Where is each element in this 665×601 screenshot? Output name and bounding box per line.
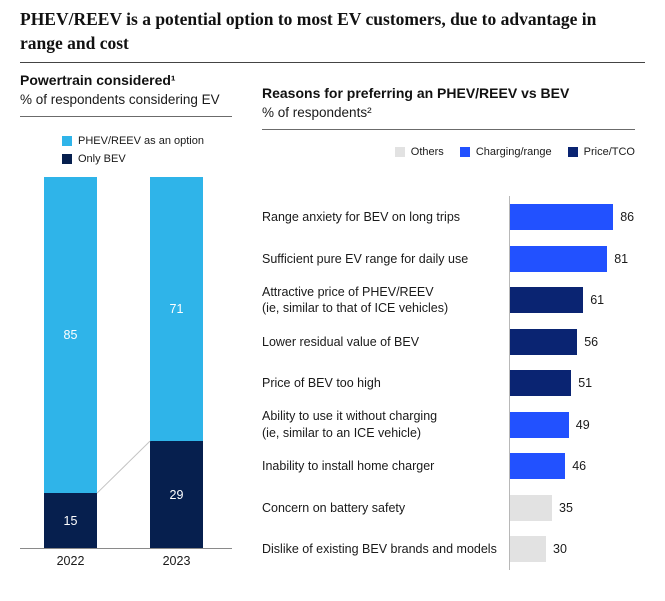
bar-value: 30 <box>553 542 567 557</box>
row-label: Sufficient pure EV range for daily use <box>262 251 469 266</box>
left-x-axis: 2022 2023 <box>20 554 232 576</box>
bar-value: 56 <box>584 334 599 349</box>
slide-content: Powertrain considered¹ % of respondents … <box>0 63 665 576</box>
bar <box>510 453 566 480</box>
bar <box>510 328 578 355</box>
chart-row: Sufficient pure EV range for daily use 81 <box>262 237 635 280</box>
chart-row: Inability to install home charger 46 <box>262 445 635 487</box>
stacked-bar: 71 29 <box>150 177 203 549</box>
row-bar-cell: 46 <box>509 445 635 487</box>
row-label: Ability to use it without charging (ie, … <box>262 409 438 440</box>
legend-swatch <box>62 136 72 147</box>
legend-item: PHEV/REEV as an option <box>62 135 232 147</box>
row-bar-cell: 49 <box>509 403 635 446</box>
bar-value: 46 <box>572 459 587 474</box>
legend-label: Only BEV <box>78 153 126 166</box>
row-bar-cell: 81 <box>509 237 635 280</box>
legend-swatch <box>567 147 578 158</box>
row-bar-cell: 61 <box>509 279 635 321</box>
row-bar-cell: 56 <box>509 320 635 363</box>
chart-row: Attractive price of PHEV/REEV (ie, simil… <box>262 279 635 321</box>
chart-row: Concern on battery safety 35 <box>262 486 635 529</box>
bar-value: 81 <box>614 251 629 266</box>
legend-swatch <box>62 154 72 165</box>
row-label: Inability to install home charger <box>262 459 435 474</box>
legend-item: Price/TCO <box>567 146 635 159</box>
x-axis-label: 2022 <box>56 554 85 569</box>
bar <box>510 370 572 397</box>
legend-swatch <box>459 147 470 158</box>
right-chart-subtitle: % of respondents² <box>262 105 372 121</box>
bar <box>510 204 614 231</box>
left-chart-heading: Powertrain considered¹ <box>20 72 176 89</box>
left-legend: PHEV/REEV as an option Only BEV <box>62 135 232 165</box>
bar <box>510 411 569 438</box>
bar-segment: 71 <box>150 177 203 441</box>
legend-item: Charging/range <box>459 146 552 159</box>
right-chart-heading: Reasons for preferring an PHEV/REEV vs B… <box>262 85 570 102</box>
bar-segment: 15 <box>44 492 97 549</box>
stacked-bar: 85 15 <box>44 177 97 549</box>
left-chart-plot: 85 15 71 29 <box>20 177 232 550</box>
bar <box>510 287 584 314</box>
reasons-chart-section: Reasons for preferring an PHEV/REEV vs B… <box>262 63 635 576</box>
legend-item: Others <box>394 146 444 159</box>
x-axis-label: 2023 <box>162 554 191 569</box>
bar-value: 35 <box>559 500 573 515</box>
right-section-divider <box>262 129 635 131</box>
chart-row: Range anxiety for BEV on long trips 86 <box>262 196 635 238</box>
bar-value: 86 <box>620 210 635 225</box>
row-bar-cell: 30 <box>509 528 635 570</box>
page-title: PHEV/REEV is a potential option to most … <box>20 9 597 53</box>
chart-row: Ability to use it without charging (ie, … <box>262 403 635 446</box>
legend-label: Others <box>410 146 444 159</box>
chart-row: Price of BEV too high 51 <box>262 362 635 404</box>
bar-value: 49 <box>575 417 590 432</box>
slide-header: PHEV/REEV is a potential option to most … <box>0 0 665 64</box>
bar <box>510 245 608 272</box>
legend-label: Price/TCO <box>583 146 635 159</box>
legend-label: Charging/range <box>475 146 552 159</box>
row-label: Concern on battery safety <box>262 500 406 515</box>
left-chart-subtitle: % of respondents considering EV <box>20 92 220 108</box>
legend-label: PHEV/REEV as an option <box>78 135 204 148</box>
bar-value: 51 <box>578 376 593 391</box>
bar-segment: 85 <box>44 177 97 493</box>
row-bar-cell: 35 <box>509 486 635 529</box>
row-label: Lower residual value of BEV <box>262 334 420 349</box>
right-chart-rows: Range anxiety for BEV on long trips 86 Suf… <box>262 196 635 570</box>
powertrain-chart-section: Powertrain considered¹ % of respondents … <box>20 63 232 576</box>
title-divider <box>20 62 645 64</box>
row-label: Range anxiety for BEV on long trips <box>262 210 461 225</box>
right-legend: Others Charging/range Price/TCO <box>262 146 635 158</box>
row-bar-cell: 51 <box>509 362 635 404</box>
bar-value: 61 <box>590 293 605 308</box>
row-bar-cell: 86 <box>509 196 635 238</box>
bar-segment: 29 <box>150 440 203 549</box>
legend-swatch <box>394 147 405 158</box>
legend-item: Only BEV <box>62 153 232 165</box>
bar <box>510 536 546 563</box>
row-label: Price of BEV too high <box>262 376 381 391</box>
row-label: Attractive price of PHEV/REEV (ie, simil… <box>262 284 449 316</box>
row-label: Dislike of existing BEV brands and model… <box>262 542 497 557</box>
chart-row: Dislike of existing BEV brands and model… <box>262 528 635 570</box>
chart-row: Lower residual value of BEV 56 <box>262 320 635 363</box>
bar <box>510 494 552 521</box>
left-section-divider <box>20 116 232 118</box>
